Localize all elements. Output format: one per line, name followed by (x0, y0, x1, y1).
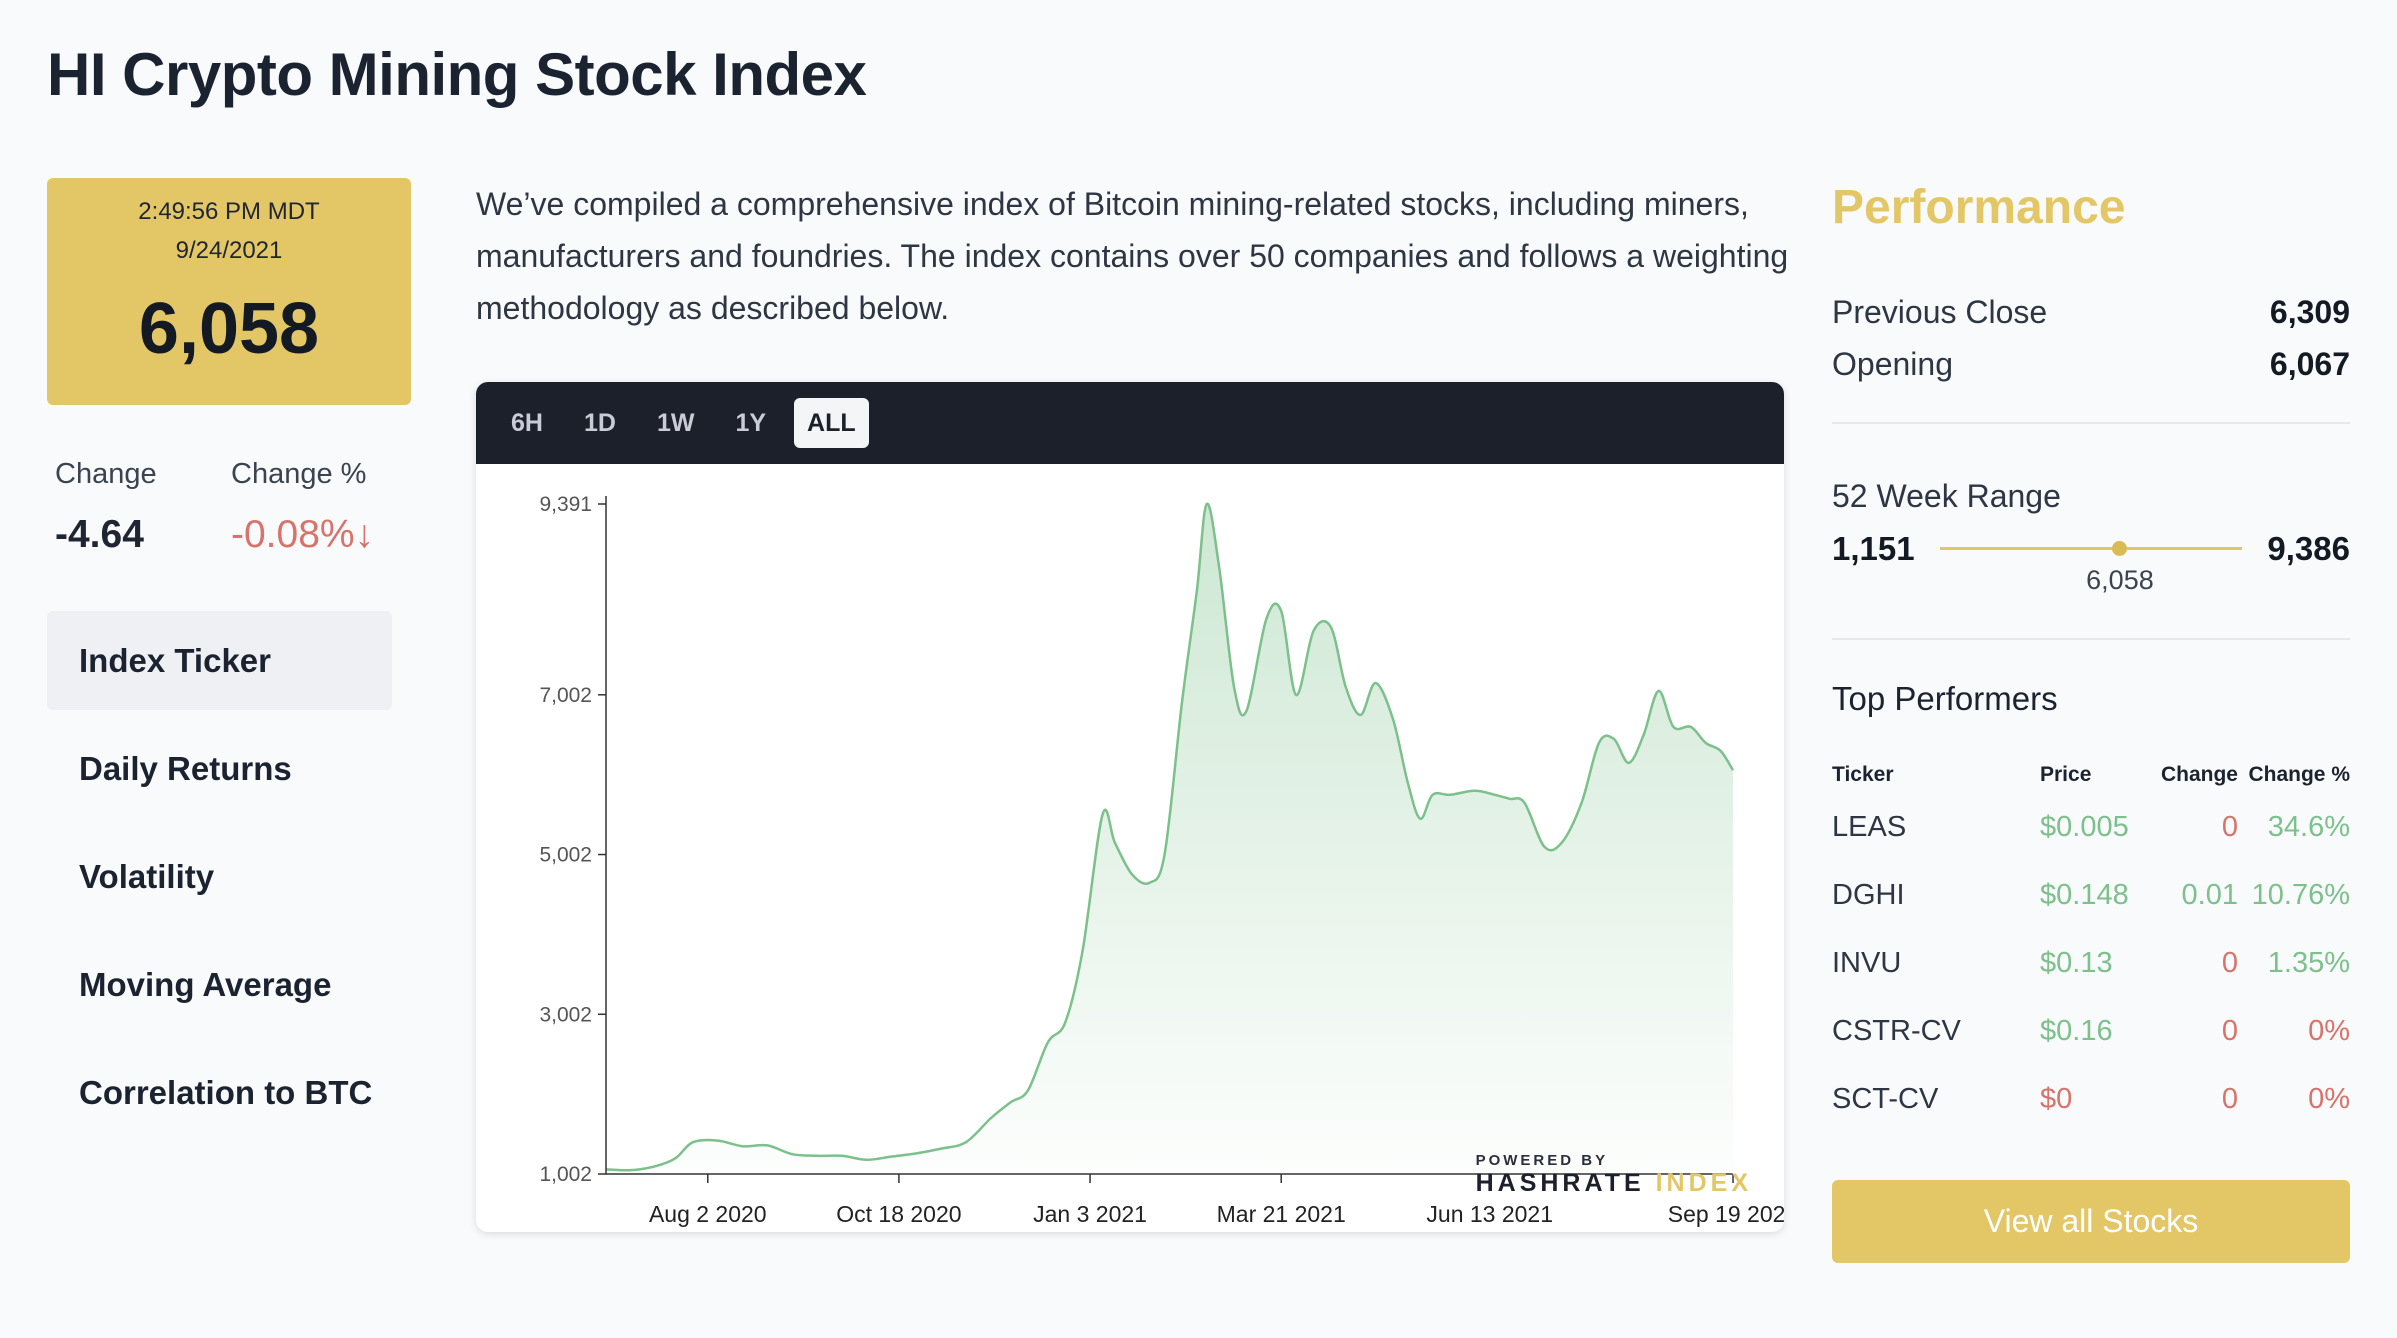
price-cell: $0.16 (2040, 1014, 2113, 1047)
table-header: Ticker Price Change Change % (1832, 757, 2350, 793)
table-row[interactable]: DGHI $0.148 0.01 10.76% (1832, 861, 2350, 929)
nav-item-daily-returns[interactable]: Daily Returns (79, 749, 292, 787)
x-tick-label: Aug 2 2020 (649, 1201, 767, 1227)
y-tick-label: 7,002 (539, 684, 592, 707)
change-label: Change (55, 458, 157, 490)
x-tick-label: Mar 21 2021 (1217, 1201, 1346, 1227)
price-cell: $0.13 (2040, 946, 2113, 979)
change-pct-cell: 34.6% (2267, 810, 2350, 843)
x-tick-label: Sep 19 2021 (1668, 1201, 1784, 1227)
week-range-high: 9,386 (2267, 530, 2350, 567)
x-tick-label: Jun 13 2021 (1426, 1201, 1553, 1227)
ticker-cell: INVU (1832, 946, 1902, 979)
change-cell: 0.01 (2181, 878, 2238, 911)
week-range-marker (2112, 541, 2128, 556)
y-tick-label: 9,391 (539, 493, 592, 516)
range-button-6h[interactable]: 6H (511, 408, 543, 437)
change-percent-block: Change % -0.08%↓ (231, 458, 374, 557)
week-range-low: 1,151 (1832, 530, 1915, 567)
nav-item-correlation-to-btc[interactable]: Correlation to BTC (79, 1073, 373, 1111)
col-ticker: Ticker (1832, 763, 1894, 786)
table-row[interactable]: CSTR-CV $0.16 0 0% (1832, 997, 2350, 1065)
opening-value: 6,067 (2269, 346, 2350, 382)
change-block: Change -4.64 (55, 458, 157, 557)
ticker-cell: SCT-CV (1832, 1082, 1939, 1115)
week-range-current: 6,058 (2086, 565, 2154, 595)
top-performers-title: Top Performers (1832, 680, 2058, 717)
nav-item-index-ticker[interactable]: Index Ticker (47, 611, 392, 710)
nav-item-moving-average[interactable]: Moving Average (79, 965, 332, 1003)
price-date: 9/24/2021 (175, 237, 283, 264)
previous-close-row: Previous Close 6,309 (1832, 294, 2350, 331)
performance-title: Performance (1832, 181, 2126, 234)
powered-by-label: POWERED BY (1475, 1152, 1609, 1169)
range-toolbar: 6H 1D 1W 1Y ALL (476, 382, 1784, 464)
change-pct-cell: 0% (2308, 1082, 2350, 1115)
description: We’ve compiled a comprehensive index of … (476, 186, 1789, 326)
index-value: 6,058 (138, 289, 320, 369)
chart-card: 6H 1D 1W 1Y ALL 9,391 7,002 5,002 3,002 1,002 Aug… (476, 382, 1784, 1232)
side-nav: Index Ticker Daily Returns Volatility Movin… (47, 611, 392, 1151)
change-cell: 0 (2221, 1014, 2238, 1047)
price-card: 2:49:56 PM MDT 9/24/2021 6,058 (47, 178, 411, 405)
nav-item-volatility[interactable]: Volatility (79, 857, 215, 895)
previous-close-label: Previous Close (1832, 294, 2048, 330)
range-button-1w[interactable]: 1W (656, 408, 695, 437)
week-range-label: 52 Week Range (1832, 478, 2061, 514)
change-pct-cell: 1.35% (2267, 946, 2350, 979)
col-change-pct: Change % (2248, 763, 2350, 786)
chart-series-line (605, 502, 1735, 1172)
change-pct-cell: 0% (2308, 1014, 2350, 1047)
ticker-cell: CSTR-CV (1832, 1014, 1961, 1047)
week-range-track (1940, 547, 2242, 550)
col-price: Price (2040, 763, 2092, 786)
divider (1832, 638, 2350, 640)
powered-by: POWERED BY HASHRATE INDEX (1476, 1152, 1752, 1198)
change-percent-label: Change % (231, 458, 367, 490)
opening-row: Opening 6,067 (1832, 346, 2350, 383)
chart-area-fill (606, 503, 1733, 1175)
change-cell: 0 (2221, 946, 2238, 979)
change-value: -4.64 (55, 513, 144, 556)
range-button-1y[interactable]: 1Y (735, 408, 767, 437)
y-tick-label: 3,002 (539, 1003, 592, 1026)
page-title: HI Crypto Mining Stock Index (47, 41, 867, 108)
price-time: 2:49:56 PM MDT (138, 198, 320, 225)
range-button-all[interactable]: ALL (794, 398, 869, 448)
index-chart[interactable]: 9,391 7,002 5,002 3,002 1,002 Aug 2 2020 Oct 1… (476, 464, 1784, 1232)
table-row[interactable]: INVU $0.13 0 1.35% (1832, 929, 2350, 997)
price-cell: $0.148 (2040, 878, 2129, 911)
change-pct-cell: 10.76% (2251, 878, 2350, 911)
range-button-1d[interactable]: 1D (583, 408, 616, 437)
y-tick-label: 5,002 (539, 844, 592, 867)
x-tick-label: Oct 18 2020 (836, 1201, 961, 1227)
hashrate-index-logo[interactable]: HASHRATE INDEX (1475, 1169, 1752, 1197)
ticker-cell: LEAS (1832, 810, 1907, 843)
table-row[interactable]: SCT-CV $0 0 0% (1832, 1065, 2350, 1133)
y-tick-label: 1,002 (539, 1163, 592, 1186)
opening-label: Opening (1832, 346, 1953, 382)
change-cell: 0 (2221, 810, 2238, 843)
change-cell: 0 (2221, 1082, 2238, 1115)
arrow-down-icon: ↓ (354, 513, 375, 556)
x-tick-label: Jan 3 2021 (1033, 1201, 1147, 1227)
view-all-stocks-button[interactable]: View all Stocks (1832, 1180, 2350, 1263)
price-cell: $0 (2040, 1082, 2073, 1115)
top-performers-table: Ticker Price Change Change % LEAS $0.005 0… (1832, 757, 2350, 1133)
change-percent-value: -0.08%↓ (231, 513, 375, 556)
divider (1832, 422, 2350, 424)
price-cell: $0.005 (2040, 810, 2129, 843)
col-change: Change (2160, 763, 2238, 786)
table-row[interactable]: LEAS $0.005 0 34.6% (1832, 793, 2350, 861)
previous-close-value: 6,309 (2269, 294, 2350, 330)
ticker-cell: DGHI (1832, 878, 1905, 911)
